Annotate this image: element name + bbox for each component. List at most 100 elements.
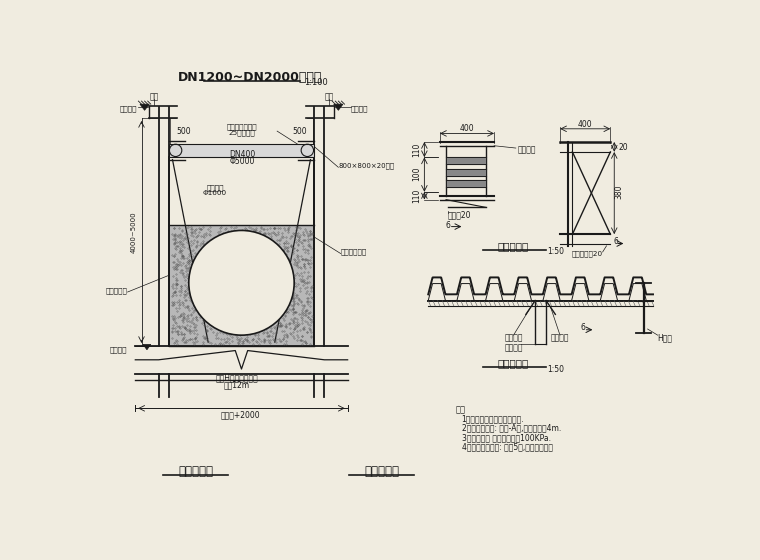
Point: [281, 333, 293, 342]
Point: [177, 270, 189, 279]
Point: [254, 299, 266, 308]
Point: [259, 230, 271, 239]
Point: [249, 255, 261, 264]
Point: [268, 224, 280, 233]
Point: [194, 283, 206, 292]
Text: DN1200~DN2000管支护: DN1200~DN2000管支护: [178, 72, 322, 85]
Point: [217, 248, 229, 256]
Point: [172, 241, 184, 250]
Point: [188, 325, 200, 334]
Point: [271, 335, 283, 344]
Point: [181, 288, 193, 297]
Point: [249, 297, 261, 306]
Point: [218, 254, 230, 263]
Point: [213, 292, 225, 301]
Point: [248, 317, 260, 326]
Point: [222, 288, 234, 297]
Point: [229, 315, 241, 324]
Point: [233, 336, 245, 345]
Point: [191, 253, 203, 262]
Point: [293, 325, 306, 334]
Point: [285, 330, 297, 339]
Point: [170, 319, 182, 328]
Point: [191, 291, 203, 300]
Point: [230, 319, 242, 328]
Point: [283, 255, 296, 264]
Text: 热轧H型钢板桩支护: 热轧H型钢板桩支护: [215, 374, 258, 383]
Point: [175, 283, 187, 292]
Point: [299, 259, 311, 268]
Point: [180, 290, 192, 299]
Point: [211, 264, 223, 273]
Point: [195, 276, 207, 285]
Point: [296, 280, 309, 289]
Text: 支座大样图: 支座大样图: [498, 241, 529, 251]
Point: [305, 259, 317, 268]
Point: [240, 268, 252, 277]
Point: [248, 263, 260, 272]
Point: [251, 232, 263, 241]
Point: [288, 273, 300, 282]
Point: [246, 310, 258, 319]
Point: [196, 251, 208, 260]
Point: [168, 316, 180, 325]
Point: [185, 310, 197, 319]
Point: [258, 311, 271, 320]
Point: [182, 256, 195, 265]
Point: [246, 310, 258, 319]
Point: [249, 267, 261, 276]
Point: [301, 318, 313, 326]
Text: 1:100: 1:100: [304, 78, 328, 87]
Point: [188, 270, 201, 279]
Text: 节点大样图: 节点大样图: [498, 358, 529, 368]
Point: [210, 334, 222, 343]
Point: [299, 310, 311, 319]
Point: [242, 305, 254, 314]
Point: [228, 253, 240, 262]
Point: [195, 272, 207, 281]
Point: [296, 315, 308, 324]
Point: [196, 308, 208, 317]
Point: [255, 276, 267, 285]
Point: [176, 330, 188, 339]
Point: [220, 273, 232, 282]
Point: [198, 315, 210, 324]
Point: [214, 308, 226, 317]
Point: [192, 292, 204, 301]
Point: [243, 281, 255, 290]
Point: [267, 227, 279, 236]
Point: [302, 231, 314, 240]
Point: [190, 281, 202, 290]
Point: [169, 264, 181, 273]
Point: [295, 297, 307, 306]
Text: 支座焊接: 支座焊接: [504, 334, 523, 343]
Point: [289, 228, 301, 237]
Point: [278, 223, 290, 232]
Point: [282, 223, 294, 232]
Point: [226, 316, 238, 325]
Point: [256, 279, 268, 288]
Point: [230, 312, 242, 321]
Point: [306, 286, 318, 295]
Point: [262, 321, 274, 330]
Point: [220, 328, 232, 337]
Point: [210, 321, 222, 330]
Point: [244, 329, 256, 338]
Point: [270, 231, 282, 240]
Point: [258, 301, 271, 310]
Point: [214, 257, 226, 266]
Point: [202, 273, 214, 282]
Point: [220, 338, 232, 347]
Point: [245, 306, 257, 315]
Text: 地面标高: 地面标高: [351, 105, 369, 112]
Point: [175, 247, 187, 256]
Point: [238, 245, 250, 254]
Point: [184, 290, 196, 299]
Point: [186, 292, 198, 301]
Text: 三角焊缝: 三角焊缝: [551, 334, 569, 343]
Point: [304, 315, 316, 324]
Point: [223, 274, 235, 283]
Point: [274, 264, 286, 273]
Point: [287, 248, 299, 257]
Point: [257, 304, 269, 313]
